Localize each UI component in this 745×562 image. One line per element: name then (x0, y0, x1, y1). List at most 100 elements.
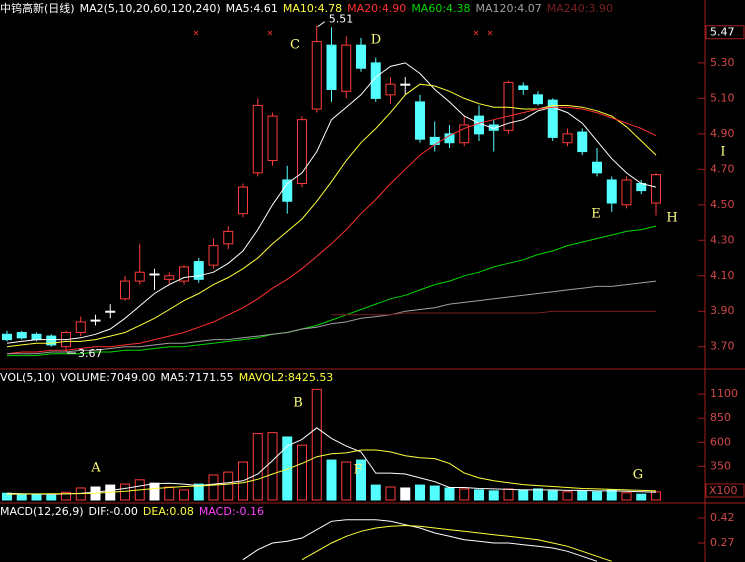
indicator-line (6, 427, 657, 495)
legend-entry: MA120:4.07 (475, 2, 542, 15)
candle-body (179, 266, 189, 282)
candle-body (370, 62, 381, 99)
candle-body (311, 41, 322, 110)
low-label: 3.67 (78, 347, 103, 360)
candle-body (518, 85, 529, 91)
annotation: F (353, 463, 362, 478)
annotation: A (90, 461, 101, 476)
volume-bar (592, 491, 602, 501)
candle-body (90, 319, 101, 322)
candle-body (651, 174, 661, 204)
candle-body (120, 280, 130, 300)
candle-body (577, 131, 588, 153)
volume-bar (621, 492, 632, 501)
volume-bar (252, 433, 263, 501)
annotation: G (633, 468, 643, 483)
candle-body (208, 245, 219, 266)
volume-bar (488, 490, 499, 501)
volume-bar (282, 436, 293, 501)
candle-body (606, 179, 617, 204)
candle-body (164, 275, 175, 280)
volume-bar (636, 493, 647, 501)
candle-body (621, 179, 632, 206)
annotation: H (666, 211, 677, 226)
candle-body (562, 133, 573, 144)
volume-bar (577, 490, 588, 501)
candle-body (459, 124, 470, 144)
candle-body (429, 136, 440, 145)
legend-entry: DIF:-0.00 (88, 505, 138, 518)
candle-body (592, 161, 602, 174)
chart-title: 中钨高新(日线) (0, 2, 75, 15)
volume-bar (326, 459, 337, 501)
y-tick-label: 350 (710, 459, 731, 472)
y-tick-label: 0.27 (710, 536, 735, 549)
volume-bar (459, 488, 470, 501)
candle-body (46, 335, 57, 346)
volume-bar (223, 471, 234, 501)
legend: MA5:7171.55 MAVOL2:8425.53 (160, 371, 333, 384)
macd-header: MACD(12,26,9) DIF:-0.00 DEA:0.08 MACD:-0.… (0, 505, 264, 518)
candle-body (223, 230, 234, 245)
volume-bar (474, 489, 484, 501)
candle-body (2, 333, 12, 341)
volume-bar (533, 488, 543, 501)
indicator-line (242, 519, 598, 562)
volume-bar (31, 494, 42, 501)
candle-body (356, 44, 366, 69)
volume-bar (341, 461, 352, 501)
indicator-line (6, 106, 657, 355)
volume-bar (429, 485, 440, 501)
volume-bar (311, 388, 322, 501)
legend-entry: DEA:0.08 (142, 505, 194, 518)
volume-bar (46, 494, 57, 501)
y-tick-label: 4.30 (710, 233, 735, 246)
volume-bar (164, 486, 175, 501)
y-tick-label: 4.70 (710, 162, 735, 175)
legend-entry: MA240:3.90 (546, 2, 613, 15)
annotation: B (293, 396, 303, 411)
y-tick-label: 4.90 (710, 127, 735, 140)
legend-entry: MA5:7171.55 (160, 371, 234, 384)
price-header: 中钨高新(日线) MA2(5,10,20,60,120,240) MA5:4.6… (0, 2, 613, 15)
indicator-line (331, 310, 656, 316)
volume-bar (385, 486, 396, 501)
indicator-line (301, 524, 612, 562)
unit-box (705, 483, 745, 498)
candle-body (238, 186, 248, 215)
candle-body (474, 115, 484, 135)
volume-bar (518, 489, 529, 501)
y-tick-label: 600 (710, 435, 731, 448)
annotation: C (290, 38, 300, 53)
legend: DIF:-0.00 DEA:0.08 (89, 505, 194, 518)
chart-subtitle: MA2(5,10,20,60,120,240) (79, 2, 221, 15)
y-tick-label: 5.10 (710, 91, 735, 104)
legend-entry: MA60:4.38 (411, 2, 471, 15)
candle-body (267, 115, 278, 161)
candle-body (547, 99, 558, 138)
candle-body (193, 261, 204, 280)
candle-body (75, 321, 86, 334)
legend: MA5:4.61 MA10:4.78 MA20:4.90 MA60:4.38 MA120… (226, 2, 613, 15)
candle-body (341, 44, 352, 92)
volume-bar (120, 483, 130, 501)
legend-entry: MAVOL2:8425.53 (238, 371, 334, 384)
volume-bar (562, 491, 573, 501)
cross-marker (193, 30, 493, 36)
y-tick-label: 3.90 (710, 304, 735, 317)
y-tick-label: 0.42 (710, 511, 735, 524)
volume-bar (16, 493, 27, 501)
volume-bar (208, 474, 219, 501)
candle-body (400, 83, 411, 86)
annotation: D (371, 33, 381, 48)
indicator-line (6, 449, 657, 495)
chart-title: MACD(12,26,9) (0, 505, 84, 518)
price-marker: 5.47 (710, 26, 735, 39)
volume-bar (370, 484, 381, 501)
volume-bar (179, 489, 189, 501)
chart-title: VOL(5,10) (0, 371, 56, 384)
volume-header: VOL(5,10) VOLUME:7049.00 MA5:7171.55 MAVO… (0, 371, 333, 384)
volume-bar (444, 487, 455, 501)
